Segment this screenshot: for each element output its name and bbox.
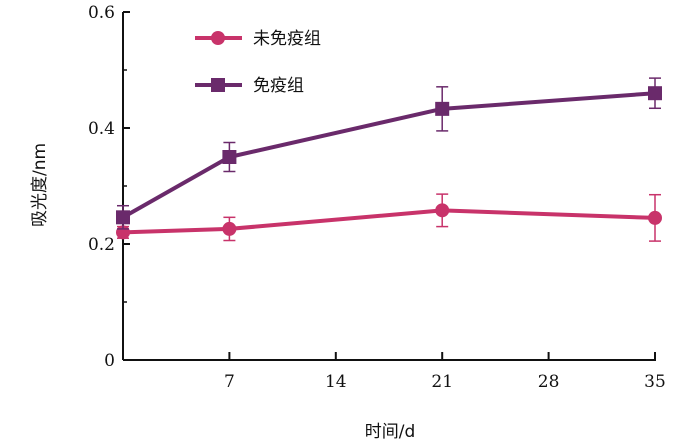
legend-marker xyxy=(211,78,225,92)
data-point xyxy=(435,101,450,116)
legend-marker xyxy=(211,31,225,45)
data-point xyxy=(116,210,130,225)
x-tick-label: 35 xyxy=(644,372,666,392)
x-tick-label: 7 xyxy=(224,372,235,392)
legend-item-2: 免疫组 xyxy=(195,76,304,96)
series-layer xyxy=(116,77,662,242)
legend-item-1: 未免疫组 xyxy=(195,29,321,49)
y-tick-label: 0 xyxy=(104,351,115,371)
legend-label: 免疫组 xyxy=(253,76,304,96)
series-line xyxy=(122,208,656,235)
y-tick-label: 0.6 xyxy=(88,3,115,23)
data-point xyxy=(435,203,450,218)
x-axis-title: 时间/d xyxy=(365,422,416,442)
series-1 xyxy=(116,193,662,242)
x-tick-label: 14 xyxy=(325,372,347,392)
axes: 0 0.2 0.4 0.6 7 14 21 28 35 xyxy=(88,3,666,392)
y-axis-title: 吸光度/nm xyxy=(30,143,50,227)
y-tick-label: 0.2 xyxy=(88,235,115,255)
x-tick-label: 21 xyxy=(431,372,453,392)
data-point xyxy=(648,86,662,101)
data-point xyxy=(222,150,237,164)
y-tick-label: 0.4 xyxy=(88,119,115,139)
x-tick-label: 28 xyxy=(538,372,560,392)
data-point xyxy=(222,221,237,236)
legend-label: 未免疫组 xyxy=(253,29,321,49)
series-line xyxy=(122,91,656,220)
data-point xyxy=(648,210,662,225)
series-2 xyxy=(116,77,662,230)
